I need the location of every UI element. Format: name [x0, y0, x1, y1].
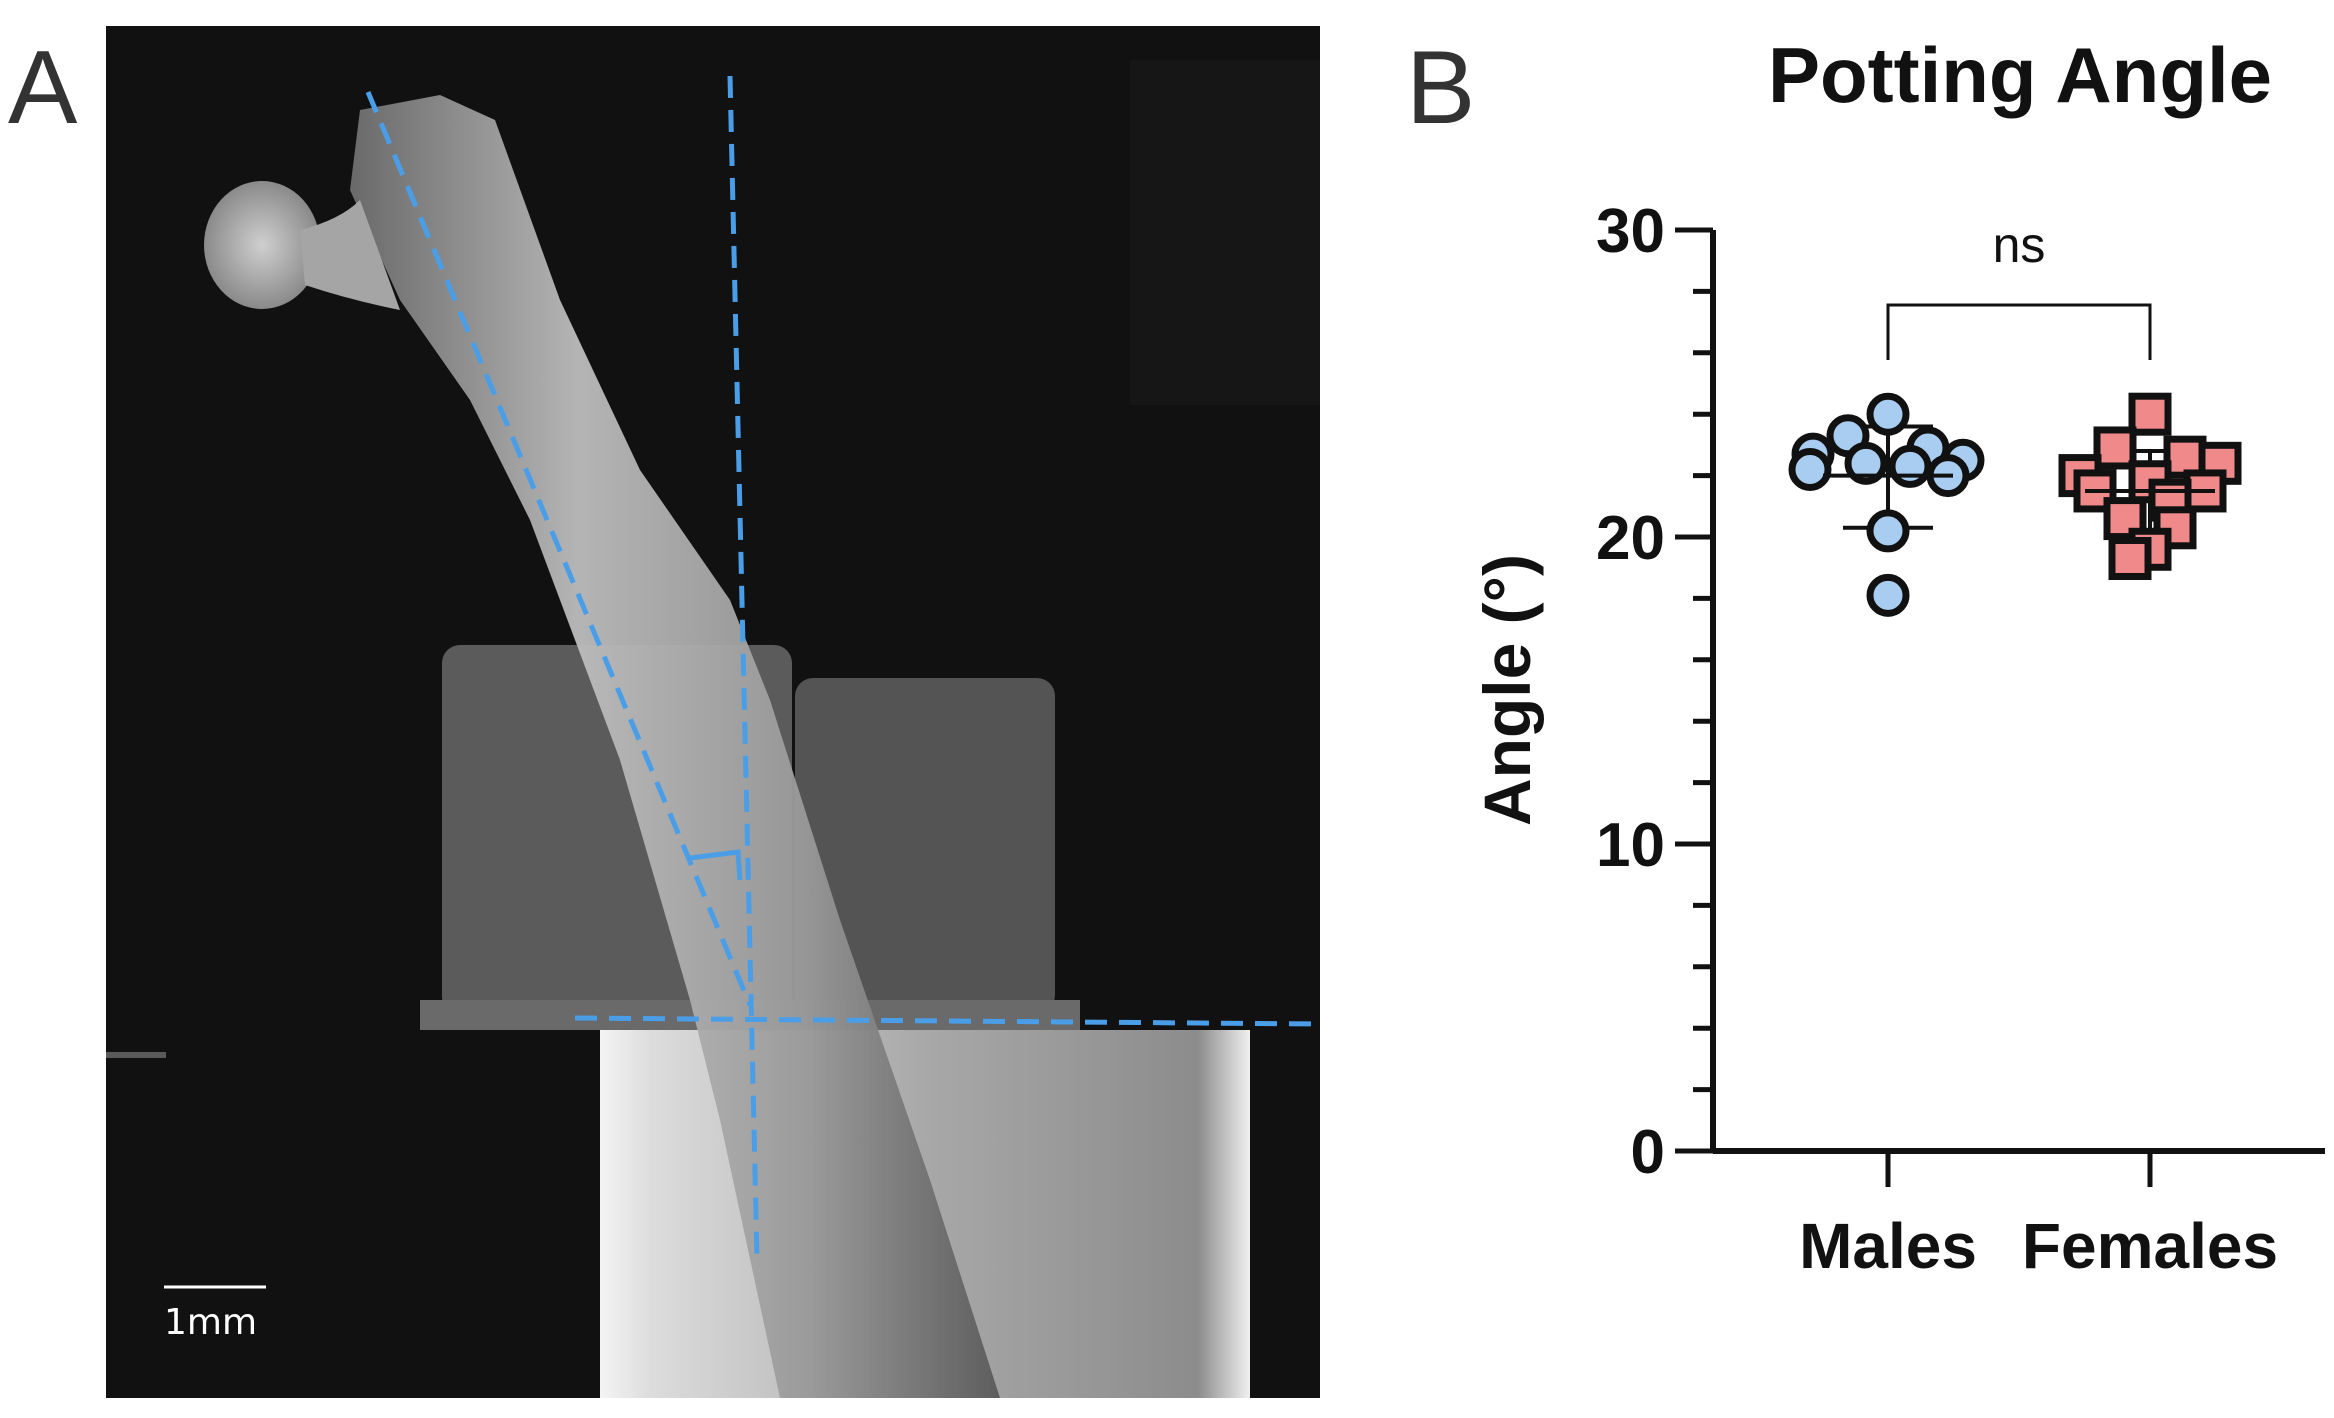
xray-dark-corner	[1130, 60, 1320, 405]
y-tick-label: 10	[1596, 811, 1665, 880]
data-point-male	[1788, 447, 1832, 491]
femur-axis-line	[365, 91, 753, 1006]
scale-bar-label: 1mm	[164, 1302, 258, 1343]
significance-label: ns	[1993, 217, 2046, 273]
panel-label-a: A	[8, 30, 78, 146]
femur-shaft	[350, 95, 1000, 1398]
data-point-male	[1888, 444, 1932, 488]
panel-label-b: B	[1406, 30, 1476, 146]
potting-cup-right	[795, 678, 1055, 1013]
chart-title: Potting Angle	[1768, 31, 2272, 119]
data-point-male	[1866, 509, 1910, 553]
angle-overlay	[365, 75, 1321, 1261]
data-point-male	[1844, 441, 1888, 485]
y-tick-label: 0	[1631, 1118, 1665, 1187]
data-point-male	[1866, 392, 1910, 436]
x-tick-label-females: Females	[2022, 1210, 2278, 1282]
angle-marker	[689, 849, 743, 881]
femoral-neck	[300, 200, 400, 310]
significance-bracket	[1886, 303, 2152, 360]
data-point-male	[1866, 573, 1910, 617]
x-tick-label-males: Males	[1799, 1210, 1977, 1282]
femoral-head	[204, 181, 320, 309]
data-point-female	[2108, 536, 2152, 580]
data-point-female	[2093, 426, 2137, 470]
y-axis-label: Angle (°)	[1470, 554, 1544, 826]
y-tick-label: 30	[1596, 197, 1665, 266]
data-point-female	[2128, 392, 2172, 436]
vertical-reference-line	[727, 75, 760, 1261]
horizontal-reference-line	[574, 1015, 1321, 1027]
y-tick-label: 20	[1596, 504, 1665, 573]
thin-line-left	[106, 1052, 166, 1058]
